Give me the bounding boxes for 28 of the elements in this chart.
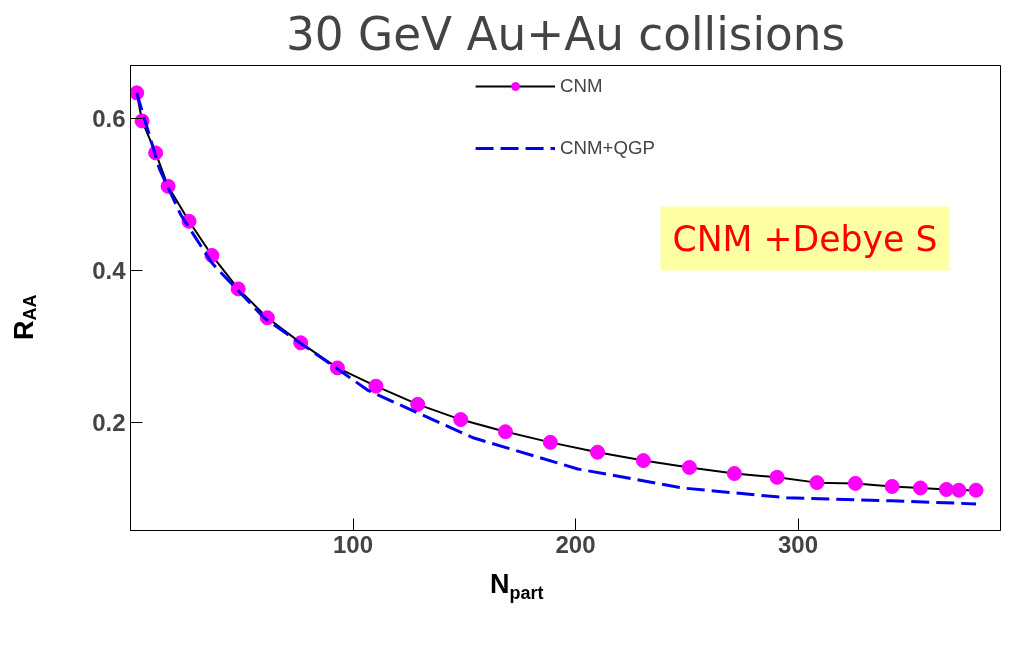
point [368, 378, 384, 394]
point [769, 469, 785, 485]
y-tick-label: 0.2 [92, 409, 126, 437]
y-tick-label: 0.4 [92, 257, 127, 285]
legend-label: CNM [560, 75, 603, 97]
annotation: CNM +Debye S [672, 218, 938, 259]
point [847, 475, 863, 491]
chart-title: 30 GeV Au+Au collisions [285, 7, 846, 61]
point [635, 453, 651, 469]
point [951, 482, 967, 498]
point [884, 478, 900, 494]
point [681, 459, 697, 475]
point [542, 434, 558, 450]
x-axis-title: N$_{part}$ [490, 568, 544, 606]
point [912, 480, 928, 496]
point [938, 481, 954, 497]
point [453, 412, 469, 428]
x-tick-label: 100 [332, 530, 374, 558]
point [809, 475, 825, 491]
point [410, 396, 426, 412]
point [497, 424, 513, 440]
point [968, 482, 984, 498]
legend-label: CNM+QGP [560, 137, 655, 159]
x-tick-label: 200 [555, 530, 596, 558]
y-tick-label: 0.6 [92, 105, 126, 133]
x-tick-label: 300 [778, 530, 819, 558]
point [726, 466, 742, 481]
point [590, 444, 606, 460]
